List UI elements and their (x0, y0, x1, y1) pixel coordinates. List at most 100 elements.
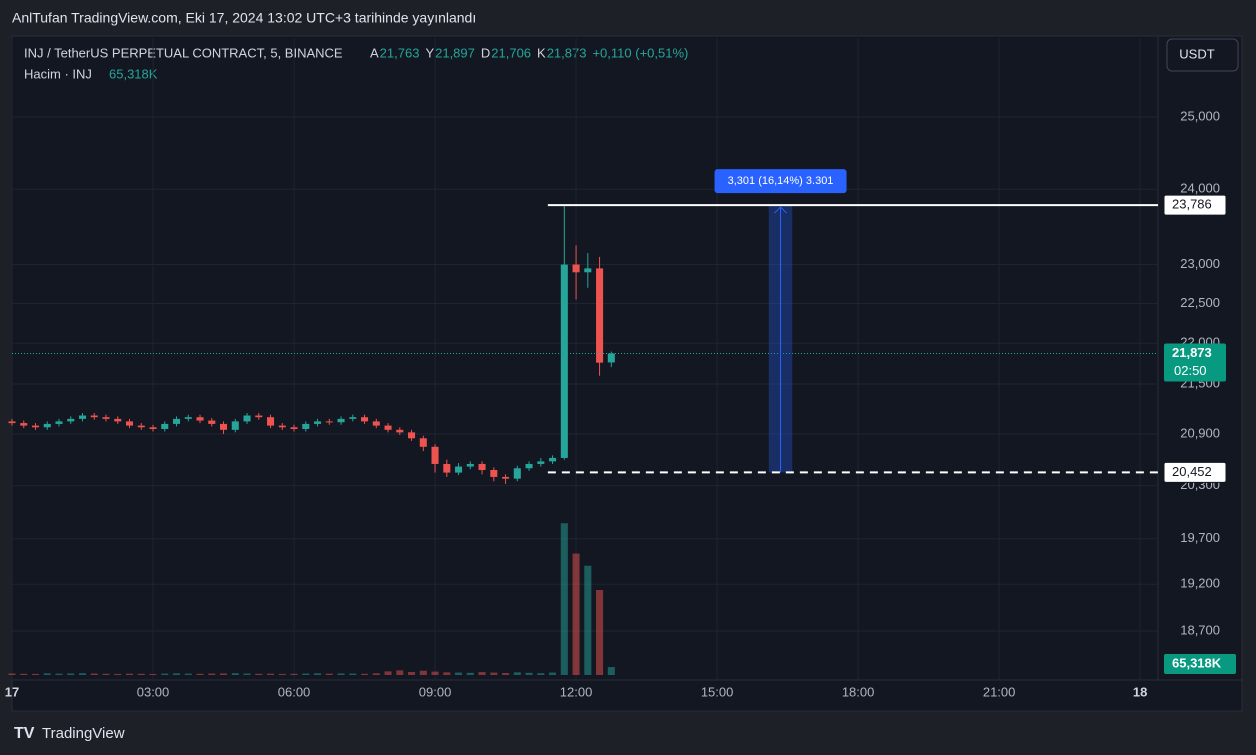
brand: TradingView (42, 725, 125, 742)
candle-body (478, 463, 486, 470)
volume-bar (314, 673, 322, 675)
candle-body (572, 264, 580, 273)
candle-body (337, 418, 345, 423)
ohlc-value: 21,706 (491, 45, 531, 60)
volume-bar (372, 673, 380, 675)
candle-body (8, 421, 16, 424)
candle-body (537, 461, 545, 464)
ohlc-key: A (370, 45, 379, 60)
currency-button[interactable] (1166, 38, 1239, 72)
last-price-label: 21,873 (1172, 345, 1212, 360)
candle-body (196, 417, 204, 421)
ohlc-value: 21,897 (435, 45, 475, 60)
publisher: AnlTufan TradingView.com, Eki 17, 2024 1… (12, 10, 476, 26)
volume-name: Hacim · INJ (24, 66, 92, 81)
volume-bar (537, 673, 545, 675)
volume-bar (20, 673, 28, 675)
ohlc-key: K (537, 45, 546, 60)
y-tick-label: 25,000 (1180, 108, 1220, 123)
candle-body (513, 468, 521, 479)
volume-bar (490, 672, 498, 675)
volume-bar (31, 673, 40, 675)
y-tick-label: 22,500 (1180, 295, 1220, 310)
volume-bar (513, 672, 521, 675)
volume-bar (172, 673, 181, 675)
volume-bar (161, 673, 169, 675)
x-tick-label: 09:00 (419, 684, 452, 699)
measure-label-box (714, 169, 847, 194)
candle-body (396, 429, 404, 433)
plot: 18,70019,20019,70020,30020,90021,50022,0… (5, 38, 1236, 699)
countdown: 02:50 (1174, 363, 1207, 378)
candle-body (525, 463, 533, 469)
volume-bar (102, 673, 110, 675)
candle-body (102, 417, 110, 419)
volume-bar (78, 673, 87, 675)
volume-bar (184, 673, 192, 675)
volume-bar (572, 553, 580, 675)
change: +0,110 (+0,51%) (592, 45, 688, 60)
x-tick-label: 17 (5, 684, 19, 699)
volume-bar (290, 673, 298, 675)
candle-body (314, 421, 322, 424)
x-tick-label: 12:00 (560, 684, 593, 699)
volume-bar (396, 670, 404, 675)
candle-body (231, 421, 239, 430)
candle-body (90, 415, 98, 418)
price-line-label: 20,452 (1172, 464, 1212, 479)
volume-value: 65,318K (109, 66, 158, 81)
candle-body (255, 415, 263, 418)
candle-body (31, 425, 40, 428)
x-tick-label: 03:00 (137, 684, 170, 699)
candle-body (137, 425, 145, 428)
candle-body (161, 423, 169, 429)
volume-bar (90, 673, 98, 675)
candle-body (55, 421, 63, 424)
candle-body (67, 418, 75, 422)
volume-axis-label: 65,318K (1172, 655, 1222, 670)
volume-bar (361, 673, 369, 675)
measure-arrowhead (774, 206, 787, 214)
volume-bar (208, 673, 216, 675)
candle-body (243, 415, 251, 422)
candle-body (455, 466, 463, 473)
volume-bar (525, 672, 533, 675)
candle-body (596, 268, 604, 363)
x-tick-label: 18:00 (842, 684, 875, 699)
y-tick-label: 23,000 (1180, 256, 1220, 271)
y-tick-label: 19,200 (1180, 576, 1220, 591)
candle-body (20, 423, 28, 426)
volume-bar (220, 673, 228, 675)
volume-bar (408, 671, 416, 675)
candle-body (584, 268, 592, 273)
y-tick-label: 19,700 (1180, 530, 1220, 545)
volume-bar (255, 673, 263, 675)
symbol: INJ / TetherUS PERPETUAL CONTRACT, 5, BI… (24, 45, 343, 60)
currency-label[interactable]: USDT (1179, 46, 1214, 61)
volume-bar (302, 673, 310, 675)
candle-body (149, 427, 157, 429)
candle-body (361, 417, 369, 422)
volume-label-box (1164, 654, 1236, 674)
price-line-box (1163, 461, 1227, 483)
volume-bar (231, 673, 239, 675)
candle-body (443, 463, 451, 473)
volume-bar (584, 565, 592, 675)
candle-body (408, 432, 416, 439)
volume-bar (502, 673, 510, 675)
last-price-box (1164, 343, 1226, 382)
volume-bar (443, 672, 451, 675)
candle-body (290, 427, 298, 429)
candle-body (490, 469, 498, 477)
y-tick-label: 20,900 (1180, 425, 1220, 440)
volume-bar (137, 673, 145, 675)
y-tick-label: 24,000 (1180, 181, 1220, 196)
x-tick-label: 18 (1133, 684, 1147, 699)
volume-bar (549, 672, 557, 675)
candle-body (184, 417, 192, 419)
candle-body (349, 417, 357, 419)
candle-body (419, 438, 427, 447)
ohlc-key: D (481, 45, 490, 60)
candle-body (114, 418, 122, 422)
